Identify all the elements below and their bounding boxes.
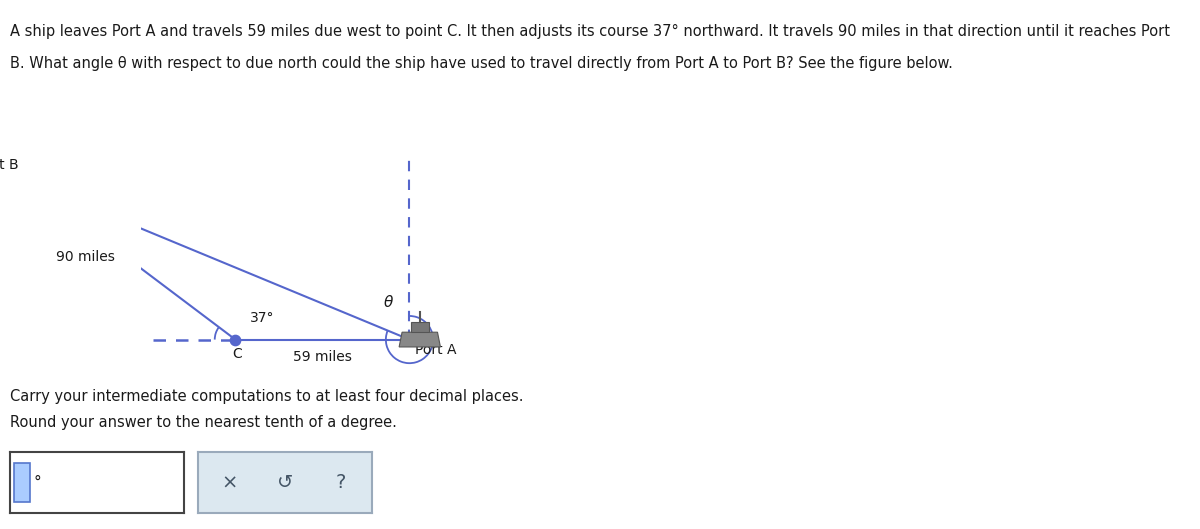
- Text: °: °: [34, 475, 42, 490]
- Polygon shape: [400, 332, 440, 347]
- Text: B. What angle θ with respect to due north could the ship have used to travel dir: B. What angle θ with respect to due nort…: [10, 56, 953, 70]
- Text: A ship leaves Port A and travels 59 miles due west to point C. It then adjusts i: A ship leaves Port A and travels 59 mile…: [10, 24, 1170, 39]
- Text: Port A: Port A: [415, 343, 457, 357]
- Text: ×: ×: [221, 473, 238, 492]
- Point: [226, 335, 245, 344]
- Text: θ: θ: [384, 295, 394, 310]
- Text: 90 miles: 90 miles: [55, 250, 115, 264]
- Text: Port B: Port B: [0, 158, 19, 172]
- Bar: [14, 463, 30, 502]
- Text: ↺: ↺: [277, 473, 293, 492]
- Text: Round your answer to the nearest tenth of a degree.: Round your answer to the nearest tenth o…: [10, 415, 396, 430]
- Point: [13, 176, 32, 184]
- Polygon shape: [410, 322, 428, 332]
- Point: [400, 335, 419, 344]
- Text: Carry your intermediate computations to at least four decimal places.: Carry your intermediate computations to …: [10, 389, 523, 404]
- Text: 37°: 37°: [250, 311, 275, 325]
- Text: C: C: [232, 347, 241, 361]
- Text: ?: ?: [336, 473, 346, 492]
- Text: 59 miles: 59 miles: [293, 350, 352, 364]
